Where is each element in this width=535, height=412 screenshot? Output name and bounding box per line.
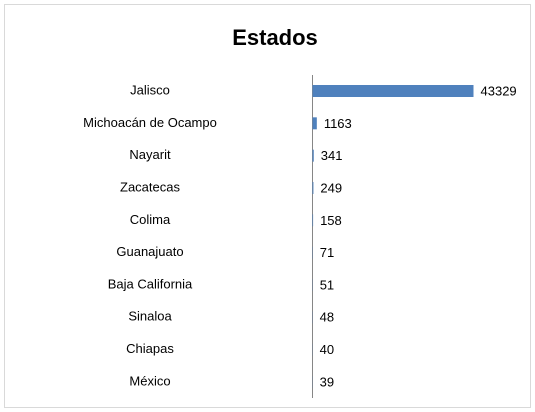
data-label: 158 — [320, 213, 342, 228]
bar — [312, 181, 314, 194]
data-label: 51 — [320, 277, 334, 292]
chart-title: Estados — [232, 25, 318, 50]
y-tick-label: Sinaloa — [128, 309, 172, 324]
bar — [312, 85, 474, 97]
chart-border — [4, 4, 531, 408]
bar — [312, 117, 317, 130]
data-label: 71 — [320, 245, 334, 260]
y-tick-label: Guanajuato — [116, 244, 183, 259]
y-tick-label: Baja California — [108, 276, 193, 291]
data-label: 249 — [320, 180, 342, 195]
y-tick-label: Jalisco — [130, 82, 170, 97]
y-tick-label: Michoacán de Ocampo — [83, 115, 217, 130]
y-tick-label: Nayarit — [129, 147, 171, 162]
data-label: 48 — [320, 310, 334, 325]
bar — [312, 149, 314, 162]
y-tick-label: Colima — [130, 212, 171, 227]
data-label: 341 — [321, 148, 343, 163]
data-label: 43329 — [481, 83, 517, 98]
data-label: 39 — [320, 374, 334, 389]
data-label: 40 — [320, 342, 334, 357]
y-tick-label: México — [129, 373, 170, 388]
data-label: 1163 — [324, 116, 352, 131]
bar — [312, 214, 314, 227]
y-tick-label: Zacatecas — [120, 179, 180, 194]
y-tick-label: Chiapas — [126, 341, 174, 356]
